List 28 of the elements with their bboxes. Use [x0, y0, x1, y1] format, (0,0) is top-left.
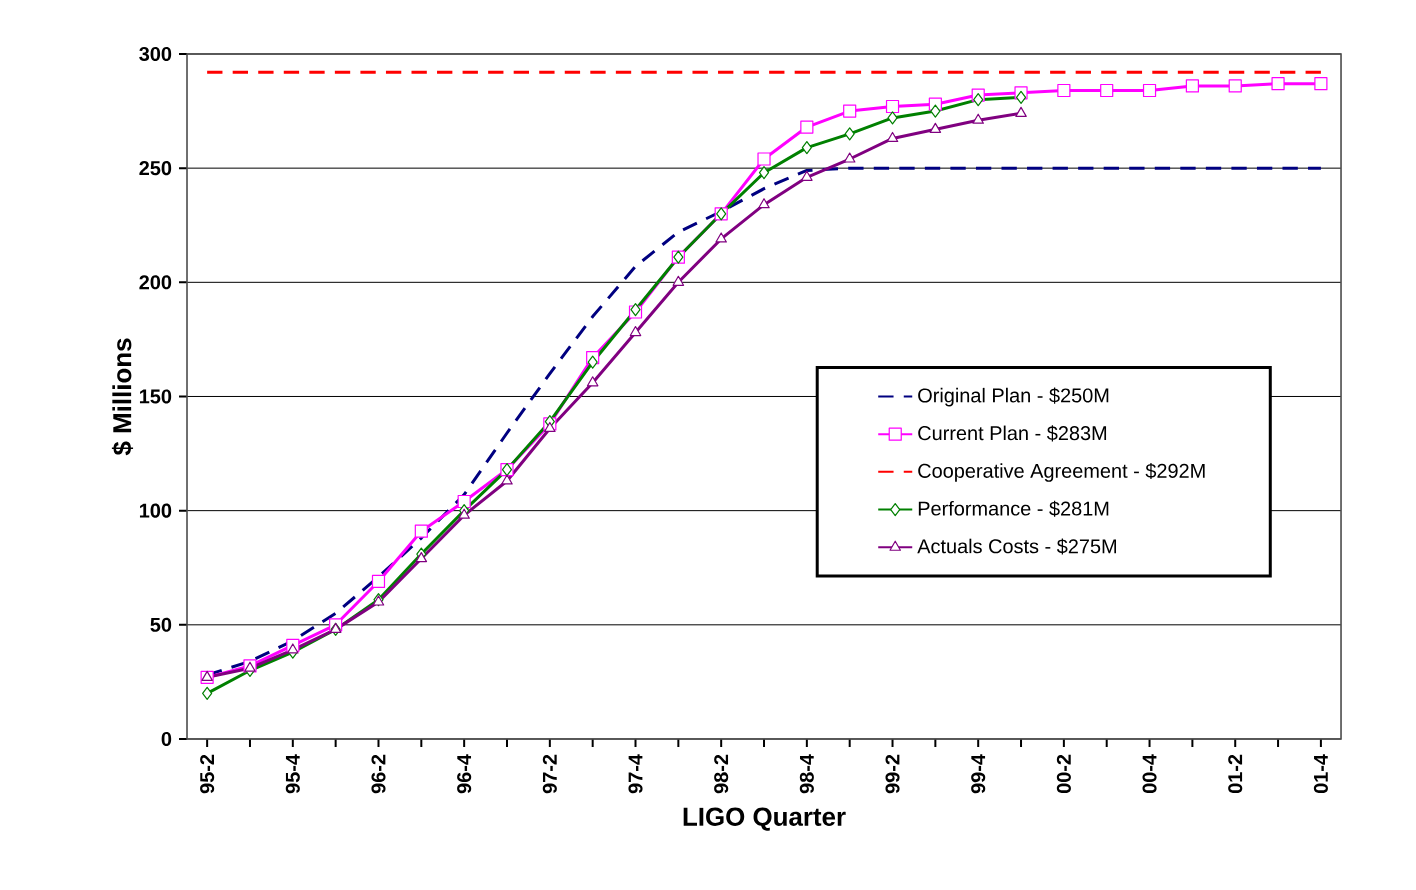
y-tick-label: 50 — [150, 617, 172, 632]
x-tick-label: 00-2 — [1056, 754, 1071, 794]
legend-label: Actuals Costs - $275M — [917, 538, 1116, 555]
y-tick-label: 250 — [139, 161, 172, 176]
x-tick-label: 01-4 — [1313, 754, 1328, 794]
x-tick-label: 01-2 — [1228, 754, 1243, 794]
y-tick-label: 0 — [161, 731, 172, 747]
legend-label: Current Plan - $283M — [918, 425, 1107, 442]
x-tick-label: 98-4 — [799, 754, 814, 794]
x-tick-label: 98-2 — [714, 754, 729, 794]
x-tick-label: 95-2 — [200, 754, 215, 794]
y-tick-label: 300 — [139, 46, 172, 62]
x-tick-label: 97-2 — [542, 754, 557, 794]
legend-label: Performance - $281M — [918, 500, 1109, 517]
y-axis-title: $ Millions — [111, 338, 134, 456]
x-axis-title: LIGO Quarter — [683, 807, 846, 831]
x-tick-label: 96-4 — [457, 754, 472, 794]
y-tick-label: 100 — [139, 503, 172, 518]
x-tick-label: 96-2 — [371, 754, 386, 794]
legend-label: Cooperative Agreement - $292M — [918, 462, 1205, 482]
x-tick-label: 97-4 — [628, 754, 643, 794]
legend-label: Original Plan - $250M — [918, 387, 1109, 407]
x-tick-label: 95-4 — [285, 754, 300, 794]
y-tick-label: 150 — [139, 389, 172, 404]
x-tick-label: 99-2 — [885, 754, 900, 794]
x-tick-label: 99-4 — [971, 754, 986, 794]
x-tick-label: 00-4 — [1142, 754, 1157, 794]
y-tick-label: 200 — [139, 275, 172, 290]
